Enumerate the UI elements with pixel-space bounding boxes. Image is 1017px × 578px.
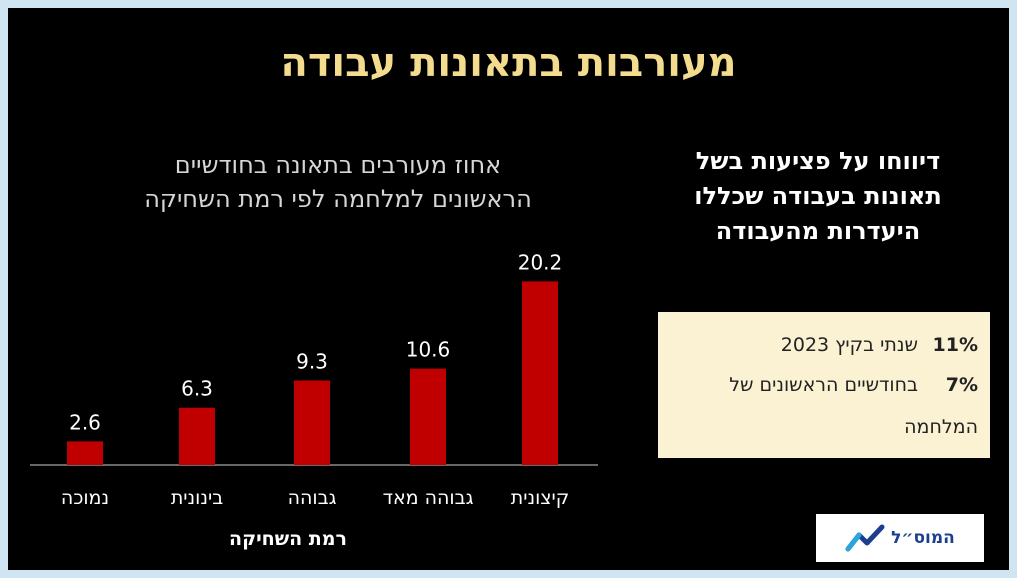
report-heading-line-3: היעדרות מהעבודה xyxy=(715,217,921,245)
category-label: נמוכה xyxy=(61,487,109,509)
stat-percent: 11% xyxy=(932,334,978,356)
report-heading-line-2: תאונות בעבודה שכללו xyxy=(694,182,942,210)
category-label: גבוהה xyxy=(288,487,337,509)
logo: המוס״ל xyxy=(816,514,984,562)
bar xyxy=(522,281,558,465)
logo-text: המוס״ל xyxy=(891,528,955,548)
category-label: קיצונית xyxy=(511,487,570,509)
category-label: בינונית xyxy=(171,487,223,509)
chart-title-line-1: אחוז מעורבים בתאונה בחודשיים xyxy=(174,151,502,179)
value-label: 6.3 xyxy=(181,377,213,401)
report-heading-line-1: דיווחו על פציעות בשל xyxy=(695,147,941,175)
chart-title-line-2: הראשונים למלחמה לפי רמת השחיקה xyxy=(144,185,532,213)
bar xyxy=(67,441,103,465)
slide-title: מעורבות בתאונות עבודה xyxy=(280,40,737,86)
stat-row: 11% שנתי בקיץ 2023 xyxy=(781,334,978,356)
value-label: 9.3 xyxy=(296,349,328,373)
category-label: גבוהה מאד xyxy=(383,487,474,509)
chart-title: אחוז מעורבים בתאונה בחודשיים הראשונים למ… xyxy=(68,148,608,216)
x-axis-label: רמת השחיקה xyxy=(229,528,347,550)
value-label: 10.6 xyxy=(406,338,451,362)
stat-row: 7% בחודשיים הראשונים של xyxy=(729,374,978,396)
stat-text-continuation: המלחמה xyxy=(904,416,978,438)
slide: מעורבות בתאונות עבודה אחוז מעורבים בתאונ… xyxy=(8,8,1009,570)
report-heading: דיווחו על פציעות בשל תאונות בעבודה שכללו… xyxy=(648,144,988,249)
value-label: 2.6 xyxy=(69,410,101,434)
bar-chart: 20.2 קיצונית 10.6 גבוהה מאד 9.3 גבוהה 6.3 בינונ… xyxy=(30,250,598,509)
stat-percent: 7% xyxy=(945,374,978,396)
bar xyxy=(294,380,330,465)
bar xyxy=(179,407,215,465)
value-label: 20.2 xyxy=(518,250,563,274)
stat-text: שנתי בקיץ 2023 xyxy=(780,334,918,356)
ascending-line-logo-icon xyxy=(845,524,885,552)
bar xyxy=(410,368,446,465)
stats-box: 11% שנתי בקיץ 2023 7% בחודשיים הראשונים של… xyxy=(658,312,990,458)
stat-text: בחודשיים הראשונים של xyxy=(729,374,918,396)
